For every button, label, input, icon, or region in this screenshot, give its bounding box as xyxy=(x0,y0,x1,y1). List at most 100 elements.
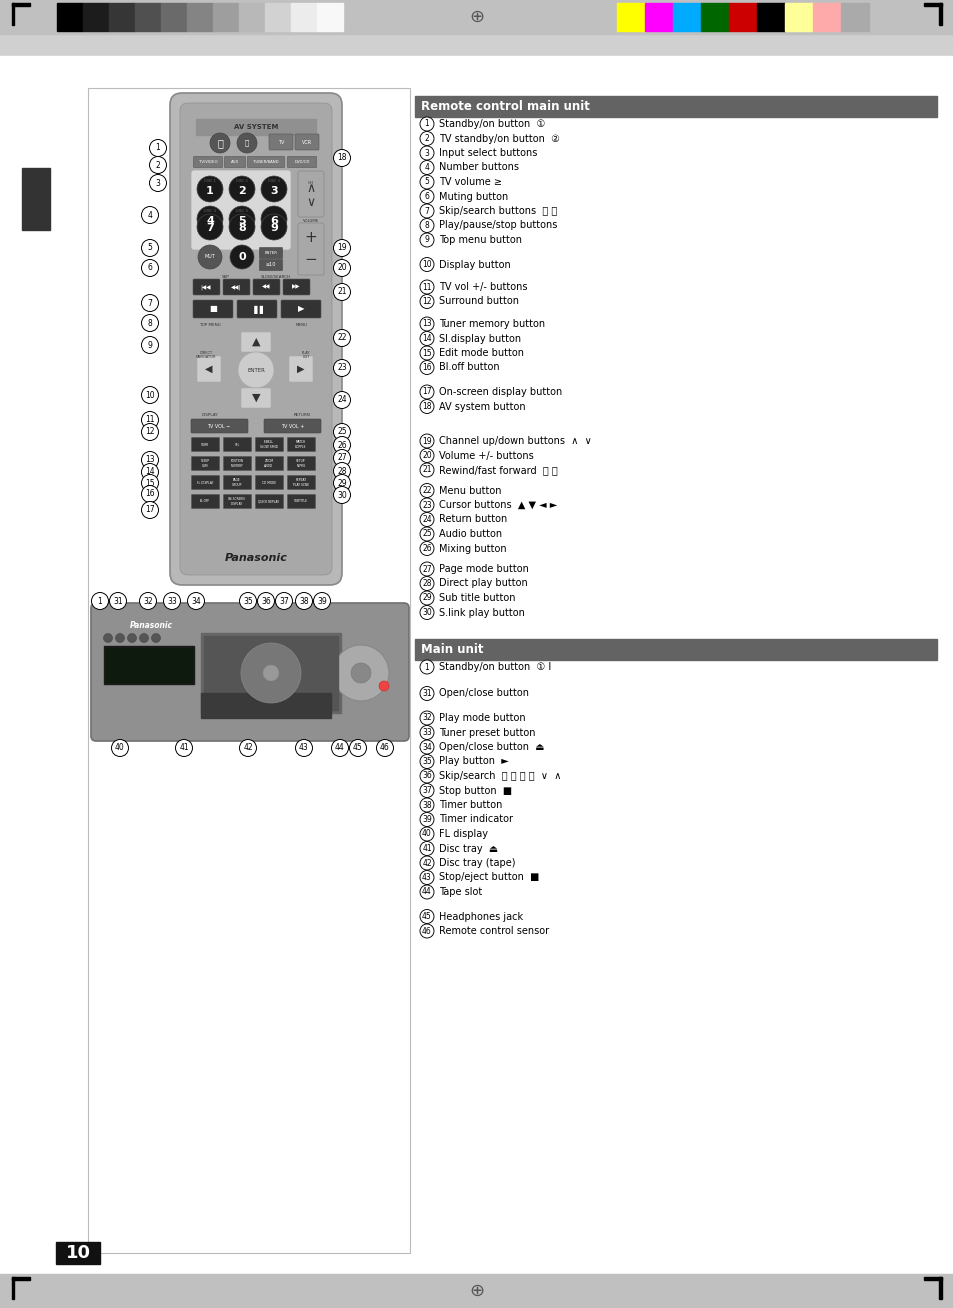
Text: TV/VIDEO: TV/VIDEO xyxy=(198,160,217,164)
Circle shape xyxy=(419,740,434,753)
Bar xyxy=(195,119,315,135)
Circle shape xyxy=(210,133,230,153)
FancyBboxPatch shape xyxy=(170,93,341,585)
Circle shape xyxy=(261,177,287,201)
Bar xyxy=(56,1243,100,1264)
Circle shape xyxy=(419,190,434,204)
Text: 1: 1 xyxy=(424,119,429,128)
Bar xyxy=(201,633,340,713)
Circle shape xyxy=(419,923,434,938)
Text: −: − xyxy=(304,251,317,267)
Text: 11: 11 xyxy=(145,416,154,425)
Text: 23: 23 xyxy=(336,364,347,373)
Text: 38: 38 xyxy=(422,800,432,810)
Text: 1: 1 xyxy=(424,662,429,671)
Circle shape xyxy=(112,739,129,756)
Text: 35: 35 xyxy=(243,596,253,606)
Text: Headphones jack: Headphones jack xyxy=(438,912,522,922)
Text: 30: 30 xyxy=(421,608,432,617)
Text: 25: 25 xyxy=(422,530,432,539)
Text: DISC 1: DISC 1 xyxy=(204,179,215,183)
Text: |◀◀: |◀◀ xyxy=(200,284,211,290)
Text: 3: 3 xyxy=(155,178,160,187)
Circle shape xyxy=(141,463,158,480)
Text: 1: 1 xyxy=(206,186,213,196)
Text: 3: 3 xyxy=(270,186,277,196)
Circle shape xyxy=(351,663,371,683)
Text: PLAY
LIST: PLAY LIST xyxy=(301,351,310,360)
Text: Return button: Return button xyxy=(438,514,507,525)
Circle shape xyxy=(334,391,350,408)
Text: 6: 6 xyxy=(424,192,429,201)
Circle shape xyxy=(334,330,350,347)
Text: 16: 16 xyxy=(422,364,432,371)
FancyBboxPatch shape xyxy=(193,300,233,318)
Text: Timer button: Timer button xyxy=(438,800,502,810)
Text: QUICK REPLAY: QUICK REPLAY xyxy=(258,500,279,504)
Text: SURR: SURR xyxy=(201,442,209,446)
Text: 4: 4 xyxy=(206,216,213,226)
Text: ▶: ▶ xyxy=(297,305,304,314)
Text: 28: 28 xyxy=(337,467,346,476)
Bar xyxy=(12,1277,30,1279)
Text: ∨: ∨ xyxy=(306,196,315,209)
Text: TUNER/BAND: TUNER/BAND xyxy=(253,160,278,164)
Bar xyxy=(22,167,50,230)
Text: 40: 40 xyxy=(421,829,432,838)
Circle shape xyxy=(419,347,434,360)
Text: 2: 2 xyxy=(155,161,160,170)
Text: 32: 32 xyxy=(143,596,152,606)
Circle shape xyxy=(150,157,167,174)
Circle shape xyxy=(261,205,287,232)
Circle shape xyxy=(419,233,434,247)
FancyBboxPatch shape xyxy=(193,157,222,167)
Circle shape xyxy=(419,116,434,131)
Text: SLEEP
CSM: SLEEP CSM xyxy=(200,459,210,468)
Text: 18: 18 xyxy=(422,402,432,411)
Text: ENTER: ENTER xyxy=(247,368,265,373)
Circle shape xyxy=(334,284,350,301)
Text: 10: 10 xyxy=(145,391,154,399)
FancyBboxPatch shape xyxy=(223,279,250,296)
Circle shape xyxy=(419,712,434,725)
FancyBboxPatch shape xyxy=(297,171,324,217)
FancyBboxPatch shape xyxy=(196,356,221,382)
FancyBboxPatch shape xyxy=(269,133,293,150)
Circle shape xyxy=(314,593,330,610)
Text: Main unit: Main unit xyxy=(420,644,483,657)
Text: 35: 35 xyxy=(421,757,432,766)
Circle shape xyxy=(419,827,434,841)
FancyBboxPatch shape xyxy=(259,247,282,259)
Text: ◀◀|: ◀◀| xyxy=(231,284,241,290)
Circle shape xyxy=(419,361,434,374)
Text: DISC 2: DISC 2 xyxy=(235,179,248,183)
Circle shape xyxy=(419,294,434,309)
Text: DISC 4: DISC 4 xyxy=(204,209,215,213)
Circle shape xyxy=(419,798,434,812)
Text: 20: 20 xyxy=(422,451,432,460)
Circle shape xyxy=(229,177,254,201)
Text: Panasonic: Panasonic xyxy=(130,621,172,630)
Text: MENU: MENU xyxy=(295,323,308,327)
FancyBboxPatch shape xyxy=(289,356,313,382)
Text: ≥10: ≥10 xyxy=(266,263,276,268)
FancyBboxPatch shape xyxy=(287,494,315,509)
FancyBboxPatch shape xyxy=(264,419,320,433)
FancyBboxPatch shape xyxy=(283,279,310,296)
Circle shape xyxy=(334,437,350,454)
Bar xyxy=(265,3,291,31)
Circle shape xyxy=(334,360,350,377)
Text: 14: 14 xyxy=(422,334,432,343)
Text: Direct play button: Direct play button xyxy=(438,578,527,589)
Circle shape xyxy=(257,593,274,610)
FancyBboxPatch shape xyxy=(255,476,283,489)
FancyBboxPatch shape xyxy=(192,494,219,509)
Text: 8: 8 xyxy=(148,319,152,327)
Bar xyxy=(57,3,83,31)
Text: 31: 31 xyxy=(113,596,123,606)
Circle shape xyxy=(128,633,136,642)
Text: 45: 45 xyxy=(421,912,432,921)
FancyBboxPatch shape xyxy=(191,170,291,250)
Text: MUT: MUT xyxy=(204,255,215,259)
Text: 40: 40 xyxy=(115,743,125,752)
